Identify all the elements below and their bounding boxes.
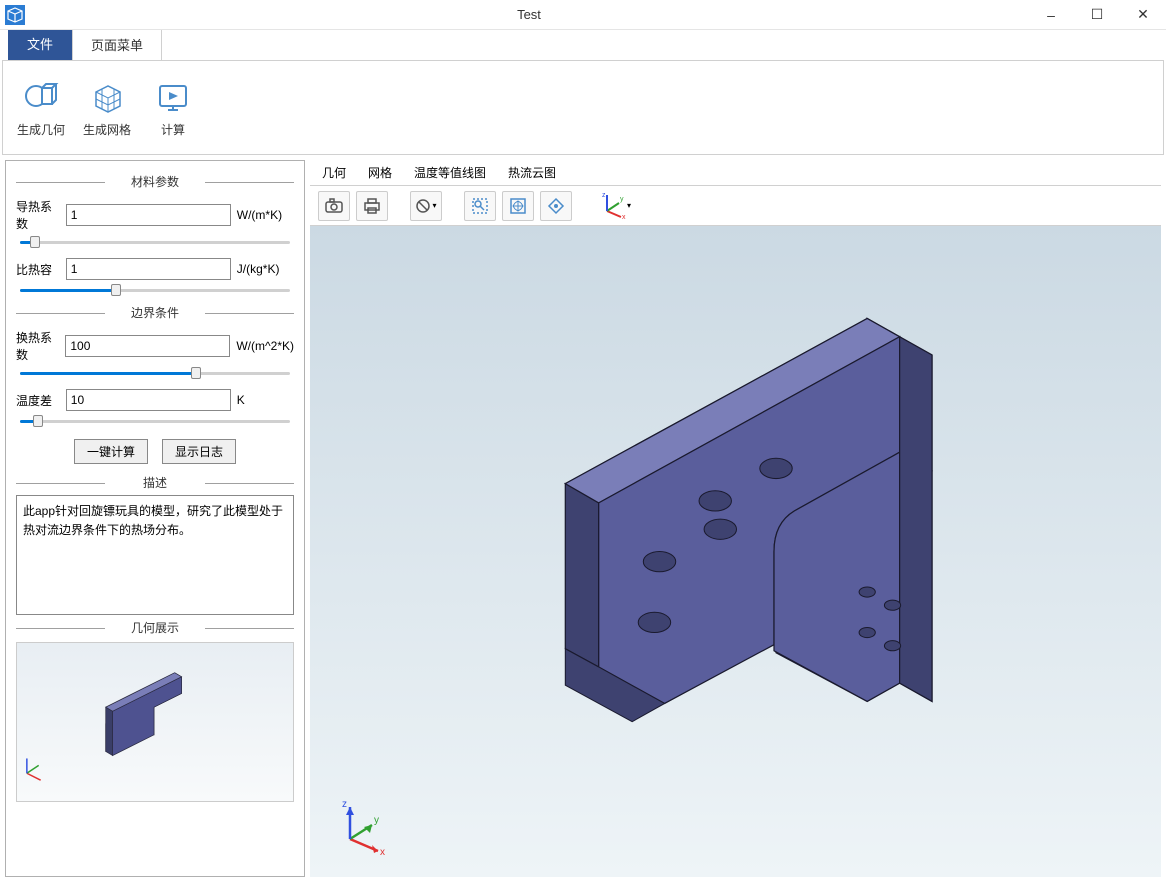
specific-heat-input[interactable] xyxy=(66,258,231,280)
ribbon-btn-generate-geometry[interactable]: 生成几何 xyxy=(13,77,69,138)
view-tab-mesh[interactable]: 网格 xyxy=(368,160,392,185)
axis-triad: x y z xyxy=(330,797,390,857)
print-icon[interactable] xyxy=(356,191,388,221)
geometry-icon xyxy=(21,77,61,117)
close-button[interactable]: ✕ xyxy=(1120,0,1166,30)
ribbon-btn-generate-mesh[interactable]: 生成网格 xyxy=(79,77,135,138)
material-section-title: 材料参数 xyxy=(16,173,294,190)
svg-text:x: x xyxy=(380,847,385,857)
param-unit: W/(m^2*K) xyxy=(236,339,294,353)
temp-diff-slider[interactable] xyxy=(16,413,294,429)
param-row-specific-heat: 比热容 J/(kg*K) xyxy=(16,258,294,280)
description-box: 此app针对回旋镖玩具的模型，研究了此模型处于热对流边界条件下的热场分布。 xyxy=(16,495,294,615)
param-row-heat-transfer-coef: 换热系数 W/(m^2*K) xyxy=(16,329,294,363)
ribbon-body: 生成几何 生成网格 计算 xyxy=(2,60,1164,155)
ribbon-tab-page-menu[interactable]: 页面菜单 xyxy=(72,28,162,60)
ribbon-btn-label: 生成几何 xyxy=(17,121,65,138)
svg-text:z: z xyxy=(342,799,347,810)
camera-icon[interactable] xyxy=(318,191,350,221)
param-label: 导热系数 xyxy=(16,198,60,232)
description-title: 描述 xyxy=(16,474,294,491)
main-panel: 几何 网格 温度等值线图 热流云图 ▾ x y z xyxy=(310,160,1161,877)
window-controls: – ☐ ✕ xyxy=(1028,0,1166,30)
view-tab-temp-contour[interactable]: 温度等值线图 xyxy=(414,160,486,185)
content: 材料参数 导热系数 W/(m*K) 比热容 J/(kg*K) 边界条件 换热系数… xyxy=(0,155,1166,882)
rotate-icon[interactable] xyxy=(540,191,572,221)
ribbon-btn-calculate[interactable]: 计算 xyxy=(145,77,201,138)
ribbon-btn-label: 生成网格 xyxy=(83,121,131,138)
param-label: 换热系数 xyxy=(16,329,59,363)
ribbon-tab-file[interactable]: 文件 xyxy=(8,27,72,60)
sidebar-button-row: 一键计算 显示日志 xyxy=(16,439,294,464)
svg-text:y: y xyxy=(374,815,379,826)
thermal-conductivity-slider[interactable] xyxy=(16,234,294,250)
heat-transfer-coef-input[interactable] xyxy=(65,335,230,357)
view-tab-heat-flux[interactable]: 热流云图 xyxy=(508,160,556,185)
one-click-calc-button[interactable]: 一键计算 xyxy=(74,439,148,464)
param-unit: J/(kg*K) xyxy=(237,262,294,276)
svg-text:y: y xyxy=(620,196,624,203)
calculate-icon xyxy=(153,77,193,117)
heat-transfer-coef-slider[interactable] xyxy=(16,365,294,381)
param-label: 比热容 xyxy=(16,261,60,278)
mesh-icon xyxy=(87,77,127,117)
zoom-select-icon[interactable] xyxy=(464,191,496,221)
param-label: 温度差 xyxy=(16,392,60,409)
axis-toggle-icon[interactable]: x y z ▾ xyxy=(594,191,634,221)
ribbon-btn-label: 计算 xyxy=(161,121,185,138)
svg-text:x: x xyxy=(622,214,626,219)
show-log-button[interactable]: 显示日志 xyxy=(162,439,236,464)
zoom-extents-icon[interactable] xyxy=(502,191,534,221)
param-row-temp-diff: 温度差 K xyxy=(16,389,294,411)
geometry-preview xyxy=(16,642,294,802)
minimize-button[interactable]: – xyxy=(1028,0,1074,30)
maximize-button[interactable]: ☐ xyxy=(1074,0,1120,30)
view-toolbar: ▾ x y z ▾ xyxy=(310,186,1161,226)
temp-diff-input[interactable] xyxy=(66,389,231,411)
param-unit: K xyxy=(237,393,294,407)
param-row-thermal-conductivity: 导热系数 W/(m*K) xyxy=(16,198,294,232)
geom-preview-title: 几何展示 xyxy=(16,619,294,636)
titlebar: Test – ☐ ✕ xyxy=(0,0,1166,30)
thermal-conductivity-input[interactable] xyxy=(66,204,231,226)
window-title: Test xyxy=(30,7,1028,22)
block-icon[interactable]: ▾ xyxy=(410,191,442,221)
specific-heat-slider[interactable] xyxy=(16,282,294,298)
viewport-3d[interactable]: x y z xyxy=(310,226,1161,877)
param-unit: W/(m*K) xyxy=(237,208,294,222)
view-tabs: 几何 网格 温度等值线图 热流云图 xyxy=(310,160,1161,186)
boundary-section-title: 边界条件 xyxy=(16,304,294,321)
svg-text:z: z xyxy=(602,193,606,199)
ribbon-tabs: 文件 页面菜单 xyxy=(0,30,1166,60)
app-icon xyxy=(0,0,30,30)
sidebar: 材料参数 导热系数 W/(m*K) 比热容 J/(kg*K) 边界条件 换热系数… xyxy=(5,160,305,877)
view-tab-geometry[interactable]: 几何 xyxy=(322,160,346,185)
